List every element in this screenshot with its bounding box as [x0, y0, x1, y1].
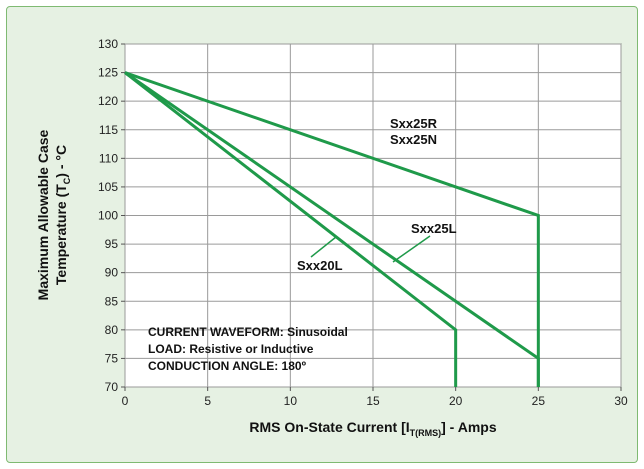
- series-lines: [124, 71, 540, 387]
- x-tick-label: 5: [204, 394, 211, 408]
- series-label: Sxx25R: [390, 116, 438, 131]
- series-line-sxx25r-sxx25n: [124, 71, 540, 387]
- note-line-load: LOAD: Resistive or Inductive: [148, 342, 314, 356]
- y-tick-label: 85: [105, 294, 119, 308]
- y-tick-label: 105: [98, 180, 118, 194]
- x-tick-label: 20: [449, 394, 463, 408]
- note-line-waveform: CURRENT WAVEFORM: Sinusoidal: [148, 325, 348, 339]
- y-tick-label: 125: [98, 66, 118, 80]
- series-line-sxx20l: [124, 71, 458, 387]
- y-tick-label: 80: [105, 323, 119, 337]
- series-label: Sxx25L: [411, 221, 457, 236]
- x-tick-label: 0: [122, 394, 129, 408]
- series-label-leader: [392, 235, 431, 263]
- x-axis-title: RMS On-State Current [IT(RMS)] - Amps: [249, 419, 496, 438]
- series-label-leader: [310, 236, 337, 258]
- y-tick-label: 90: [105, 266, 119, 280]
- y-tick-label: 70: [105, 380, 119, 394]
- y-tick-label: 130: [98, 37, 118, 51]
- y-axis-title-line2: Temperature (TC) - °C: [53, 145, 72, 285]
- series-label: Sxx25N: [390, 132, 437, 147]
- y-tick-label: 110: [99, 151, 118, 165]
- y-tick-label: 95: [105, 237, 119, 251]
- y-tick-label: 75: [105, 351, 119, 365]
- waveform-note: CURRENT WAVEFORM: Sinusoidal LOAD: Resis…: [148, 325, 348, 373]
- note-line-angle: CONDUCTION ANGLE: 180º: [148, 359, 307, 373]
- x-tick-label: 30: [614, 394, 628, 408]
- x-tick-label: 25: [532, 394, 546, 408]
- y-tick-label: 115: [99, 123, 118, 137]
- tick-labels: 70 75 80 85 90 95 100 105 110 115 120 125 130 0 5 10 15 2…: [98, 37, 628, 408]
- series-label: Sxx20L: [297, 258, 343, 273]
- x-tick-label: 10: [284, 394, 298, 408]
- y-tick-label: 100: [98, 209, 118, 223]
- y-tick-label: 120: [98, 94, 118, 108]
- y-axis-title-line1: Maximum Allowable Case: [35, 129, 51, 300]
- series-line-sxx25l: [124, 71, 540, 387]
- x-tick-label: 15: [366, 394, 380, 408]
